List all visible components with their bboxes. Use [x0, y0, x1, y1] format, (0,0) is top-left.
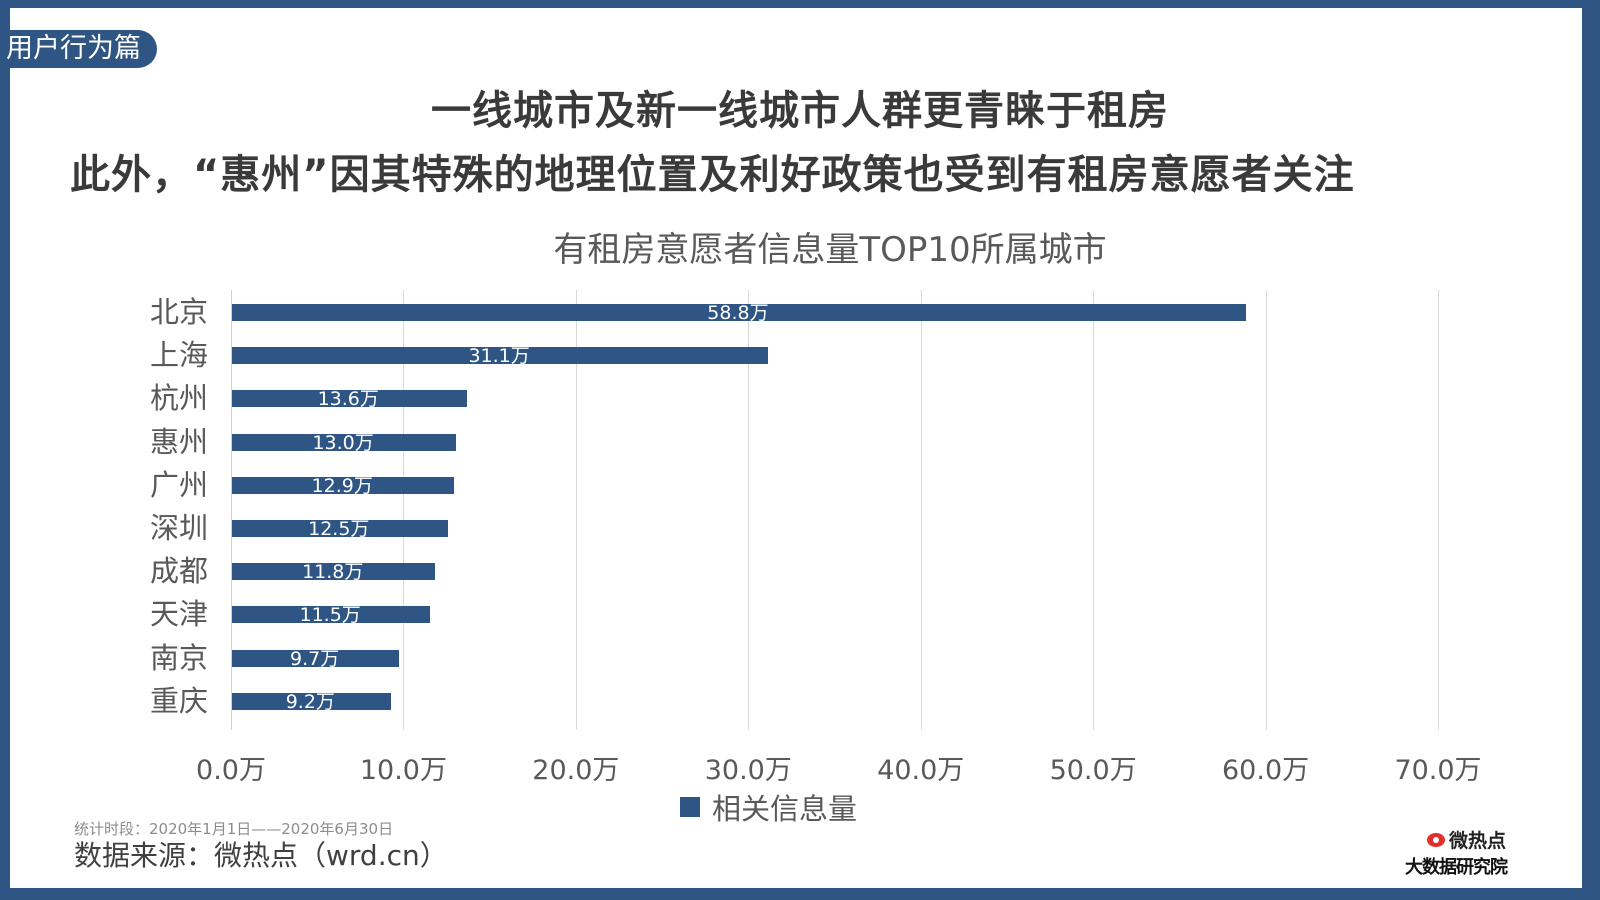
gridline	[1265, 290, 1267, 730]
bar-value-label: 11.8万	[302, 561, 364, 584]
headline-line-2: 此外，“惠州”因其特殊的地理位置及利好政策也受到有租房意愿者关注	[70, 152, 1355, 198]
bar-value-label: 31.1万	[468, 345, 530, 368]
legend-swatch	[680, 797, 700, 817]
bar-value-label: 13.6万	[317, 388, 379, 411]
y-category-label: 南京	[149, 640, 208, 675]
gridline	[748, 290, 750, 730]
legend-label: 相关信息量	[712, 792, 858, 826]
bar	[232, 304, 1246, 321]
x-tick-label: 50.0万	[1049, 755, 1137, 786]
bar	[232, 520, 448, 537]
bar-value-label: 13.0万	[312, 431, 374, 454]
y-category-label: 杭州	[149, 381, 208, 416]
x-tick-label: 60.0万	[1222, 755, 1310, 786]
y-category-label: 北京	[149, 295, 208, 329]
section-tag: 用户行为篇	[0, 30, 157, 68]
weirediandian-logo: 微热点 大数据研究院	[1405, 826, 1555, 879]
bar-value-label: 12.9万	[311, 474, 373, 497]
logo-bottom-text: 大数据研究院	[1405, 857, 1508, 878]
bar	[232, 433, 457, 451]
y-category-label: 成都	[149, 554, 208, 589]
bar-value-label: 9.7万	[290, 647, 340, 670]
bar-value-label: 9.2万	[285, 690, 335, 713]
y-category-label: 广州	[149, 467, 208, 502]
x-tick-label: 20.0万	[532, 755, 620, 786]
gridline	[1438, 290, 1439, 730]
bar	[232, 390, 467, 408]
x-tick-label: 30.0万	[704, 755, 792, 786]
y-category-label: 深圳	[149, 511, 208, 545]
logo-top-text: 微热点	[1449, 830, 1507, 852]
gridline	[1093, 290, 1095, 730]
y-category-label: 天津	[149, 597, 208, 632]
data-source: 数据来源：微热点（wrd.cn）	[74, 839, 448, 872]
eye-logo-icon	[1427, 832, 1445, 847]
bar-value-label: 58.8万	[707, 302, 769, 324]
bar	[232, 649, 400, 667]
y-axis-line	[231, 290, 232, 730]
bar-value-label: 11.5万	[299, 604, 361, 627]
y-category-label: 惠州	[149, 424, 208, 459]
bar	[232, 347, 769, 365]
y-category-label: 重庆	[149, 683, 208, 718]
headline-line-1: 一线城市及新一线城市人群更青睐于租房	[431, 88, 1169, 134]
gridline	[403, 290, 405, 730]
y-category-label: 上海	[149, 338, 208, 373]
gridline	[920, 290, 922, 730]
x-tick-label: 0.0万	[196, 755, 266, 786]
x-tick-label: 40.0万	[877, 755, 965, 786]
chart-legend: 相关信息量	[680, 786, 857, 828]
bar	[232, 476, 455, 494]
bar	[232, 692, 391, 710]
gridline	[575, 290, 577, 730]
bar	[232, 606, 431, 624]
statistics-period: 统计时段：2020年1月1日——2020年6月30日	[74, 820, 394, 838]
bar-value-label: 12.5万	[308, 518, 370, 540]
x-tick-label: 10.0万	[359, 755, 447, 786]
bar	[232, 563, 436, 581]
chart-title: 有租房意愿者信息量TOP10所属城市	[553, 230, 1107, 270]
x-tick-label: 70.0万	[1394, 755, 1482, 786]
